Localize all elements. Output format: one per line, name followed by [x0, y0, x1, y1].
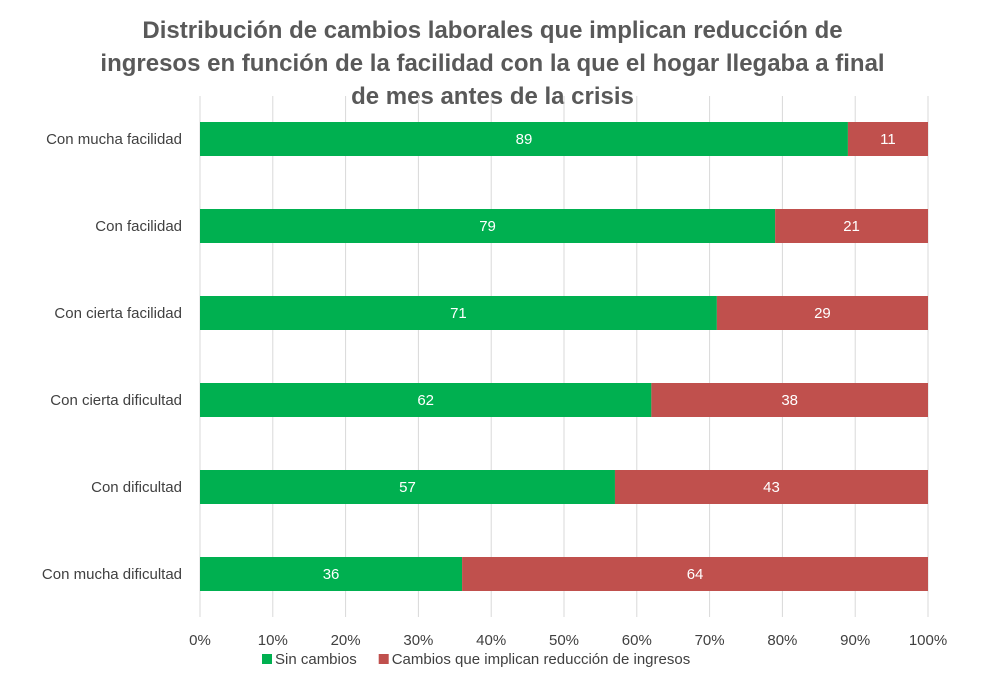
bar-segment [200, 209, 776, 243]
bar-segment [200, 122, 848, 156]
data-label: 57 [399, 479, 416, 496]
tick-label: 20% [331, 632, 361, 649]
tick-label: 10% [258, 632, 288, 649]
legend-swatch [262, 654, 272, 664]
gridlines [199, 96, 929, 617]
category-label: Con mucha dificultad [42, 566, 182, 583]
bar-segment [200, 557, 463, 591]
bar-segment [462, 557, 928, 591]
x-tick-labels: 0% 10% 20% 30% 40% 50% 60% 70% 80% 90% 100% [189, 632, 947, 649]
bar-segment [200, 383, 652, 417]
tick-label: 50% [549, 632, 579, 649]
category-label: Con facilidad [95, 218, 182, 235]
data-label: 29 [814, 305, 831, 322]
bar-segment [200, 296, 717, 330]
data-label: 43 [763, 479, 780, 496]
data-label: 89 [516, 131, 533, 148]
tick-label: 0% [189, 632, 211, 649]
tick-label: 60% [622, 632, 652, 649]
bar-segment [651, 383, 928, 417]
tick-label: 90% [840, 632, 870, 649]
category-label: Con cierta facilidad [54, 305, 182, 322]
bar-segment [847, 122, 928, 156]
tick-label: 70% [695, 632, 725, 649]
data-label: 79 [479, 218, 496, 235]
legend-label: Sin cambios [275, 651, 357, 668]
bar-segment [775, 209, 928, 243]
data-label: 64 [687, 566, 704, 583]
tick-label: 80% [767, 632, 797, 649]
data-label: 71 [450, 305, 467, 322]
category-label: Con dificultad [91, 479, 182, 496]
bars: 89 11 79 21 71 29 62 38 57 43 36 64 [200, 122, 928, 591]
bar-segment [200, 470, 615, 504]
legend-swatch [378, 654, 389, 664]
category-label: Con cierta dificultad [50, 392, 182, 409]
legend: Sin cambios Cambios que implican reducció… [262, 651, 690, 668]
data-label: 11 [880, 131, 896, 148]
chart-title: Distribución de cambios laborales que im… [100, 17, 885, 110]
tick-label: 30% [403, 632, 433, 649]
bar-segment [716, 296, 928, 330]
bar-segment [614, 470, 928, 504]
tick-label: 100% [909, 632, 947, 649]
tick-label: 40% [476, 632, 506, 649]
data-label: 21 [843, 218, 860, 235]
category-labels: Con mucha facilidad Con facilidad Con cier… [42, 131, 182, 583]
data-label: 62 [417, 392, 434, 409]
legend-label: Cambios que implican reducción de ingres… [392, 651, 691, 668]
data-label: 38 [781, 392, 798, 409]
category-label: Con mucha facilidad [46, 131, 182, 148]
data-label: 36 [323, 566, 340, 583]
